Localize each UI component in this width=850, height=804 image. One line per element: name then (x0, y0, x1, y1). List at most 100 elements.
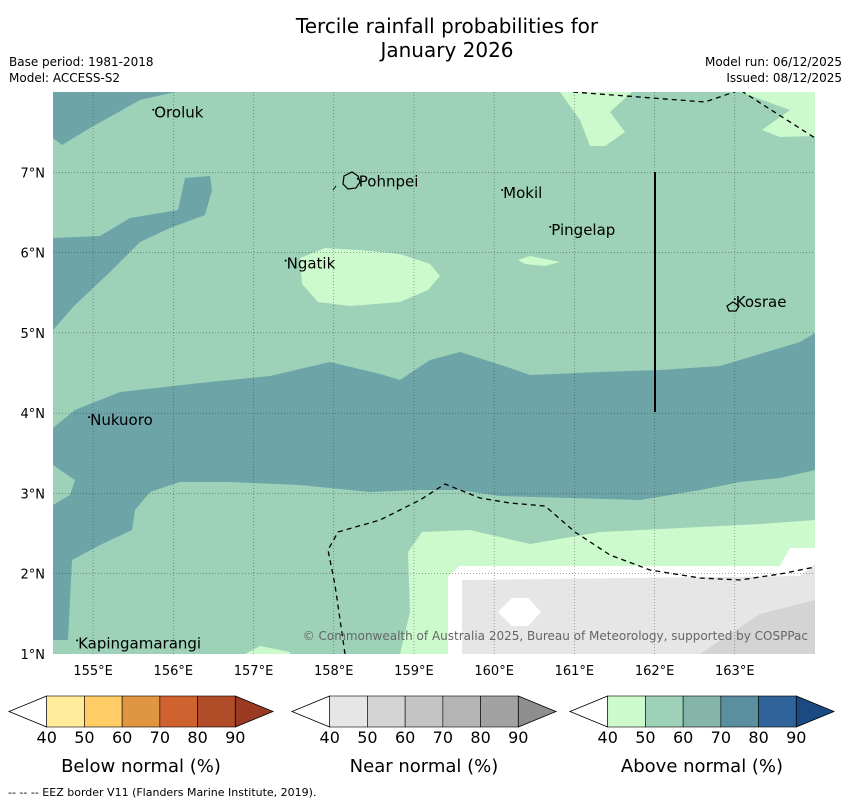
legend-tick-label: 40 (598, 728, 618, 747)
map-title-line2: January 2026 (380, 38, 514, 62)
place-marker (152, 108, 155, 111)
lon-tick-label: 158°E (314, 664, 354, 679)
lat-tick-label: 6°N (21, 247, 46, 262)
legend-tick-label: 50 (357, 728, 377, 747)
legend-swatch (121, 695, 161, 728)
legend-swatch (329, 695, 368, 728)
lon-tick-label: 160°E (474, 664, 514, 679)
place-pingelap: Pingelap (549, 221, 615, 239)
place-label: Kapingamarangi (78, 634, 201, 652)
place-label: Kosrae (736, 293, 787, 311)
legend-label: Above normal (%) (621, 756, 783, 777)
place-label: Oroluk (154, 104, 203, 122)
legend-swatch (159, 695, 198, 728)
place-marker (733, 298, 736, 301)
place-label: Ngatik (287, 255, 336, 273)
legend-tick-label: 40 (320, 728, 340, 747)
near-50-region (700, 600, 815, 654)
lat-tick-label: 5°N (21, 327, 46, 342)
legend-swatch (197, 695, 236, 728)
lat-tick-label: 1°N (21, 648, 46, 663)
near-40-region (462, 564, 815, 654)
place-oroluk: Oroluk (152, 104, 204, 122)
lon-tick-label: 161°E (555, 664, 595, 679)
place-kosrae: Kosrae (733, 293, 787, 311)
legend-arrow-low (568, 695, 609, 728)
meta-right: Model run: 06/12/2025 Issued: 08/12/2025 (705, 54, 842, 86)
legend-arrow-low (290, 695, 331, 728)
kosrae-island-shape (726, 301, 740, 312)
eez-border-north (572, 92, 815, 139)
place-marker (284, 259, 287, 262)
place-nukuoro: Nukuoro (88, 411, 153, 429)
place-label: Nukuoro (90, 411, 153, 429)
legend-arrow-high (795, 695, 836, 728)
lon-tick-label: 157°E (234, 664, 274, 679)
place-marker (549, 225, 552, 228)
legend-label: Below normal (%) (61, 756, 221, 777)
place-marker (501, 188, 504, 191)
near-white-diamond (498, 598, 541, 626)
base-period: Base period: 1981-2018 (9, 55, 154, 69)
axis-tick-labels: 155°E 156°E 157°E 158°E 159°E 160°E 161°E 162°E… (21, 166, 755, 679)
above-40-patch-pingelap (518, 256, 560, 266)
above-60-region-west (53, 176, 212, 330)
model-run: Model run: 06/12/2025 (704, 55, 842, 69)
lat-tick-label: 4°N (21, 407, 46, 422)
place-label: Mokil (503, 184, 542, 202)
legend-tick-label: 60 (673, 728, 693, 747)
map-canvas[interactable]: Oroluk Pohnpei Mokil Pingelap Ngatik Kosrae Nu… (0, 0, 850, 780)
legend-swatch (84, 695, 123, 728)
issued-date: Issued: 08/12/2025 (726, 71, 842, 85)
legend-tick-label: 90 (508, 728, 528, 747)
lon-tick-label: 156°E (154, 664, 194, 679)
legend-tick-label: 70 (150, 728, 170, 747)
legend-2: 40 50 60 70 80 90 Near normal (%) (290, 695, 558, 777)
legend-swatch (758, 695, 797, 728)
pohnpei-island-shape (342, 171, 361, 190)
lon-tick-label: 159°E (394, 664, 434, 679)
map-title: Tercile rainfall probabilities for Janua… (0, 14, 850, 62)
lon-tick-label: 162°E (635, 664, 675, 679)
legend-arrow-high (517, 695, 558, 728)
legend-tick-label: 80 (748, 728, 768, 747)
legend-swatch (367, 695, 406, 728)
meta-left: Base period: 1981-2018 Model: ACCESS-S2 (9, 54, 154, 86)
above-40-patch-ngatik (300, 248, 440, 306)
legend-tick-label: 50 (635, 728, 655, 747)
legend-swatch (682, 695, 722, 728)
place-kapingamarangi: Kapingamarangi (76, 634, 201, 652)
place-label: Pohnpei (359, 173, 419, 191)
legend-label: Near normal (%) (350, 756, 499, 777)
lat-tick-label: 7°N (21, 166, 46, 181)
map-title-line1: Tercile rainfall probabilities for (295, 14, 599, 38)
legend-tick-label: 40 (37, 728, 57, 747)
place-mokil: Mokil (501, 184, 542, 202)
place-ngatik: Ngatik (284, 255, 336, 273)
lat-tick-label: 3°N (21, 487, 46, 502)
legend-tick-label: 80 (470, 728, 490, 747)
legend-tick-label: 50 (74, 728, 94, 747)
place-marker (76, 639, 79, 642)
place-marker (88, 416, 91, 419)
legend-tick-label: 90 (786, 728, 806, 747)
pohnpei-tick (332, 185, 337, 191)
lon-tick-label: 163°E (715, 664, 755, 679)
place-labels: Oroluk Pohnpei Mokil Pingelap Ngatik Kosrae Nu… (76, 104, 787, 652)
legend-tick-label: 80 (187, 728, 207, 747)
above-40-patch-north (560, 92, 632, 146)
model-name: Model: ACCESS-S2 (9, 71, 121, 85)
legend-tick-label: 60 (112, 728, 132, 747)
legend-tick-label: 90 (225, 728, 245, 747)
lon-tick-label: 155°E (73, 664, 113, 679)
legend-arrow-high (234, 695, 275, 728)
place-marker (356, 177, 359, 180)
map-body (53, 92, 815, 654)
copyright-notice: © Commonwealth of Australia 2025, Bureau… (303, 629, 808, 643)
legend-tick-label: 60 (395, 728, 415, 747)
legend-swatch (720, 695, 759, 728)
legend-swatch (46, 695, 85, 728)
